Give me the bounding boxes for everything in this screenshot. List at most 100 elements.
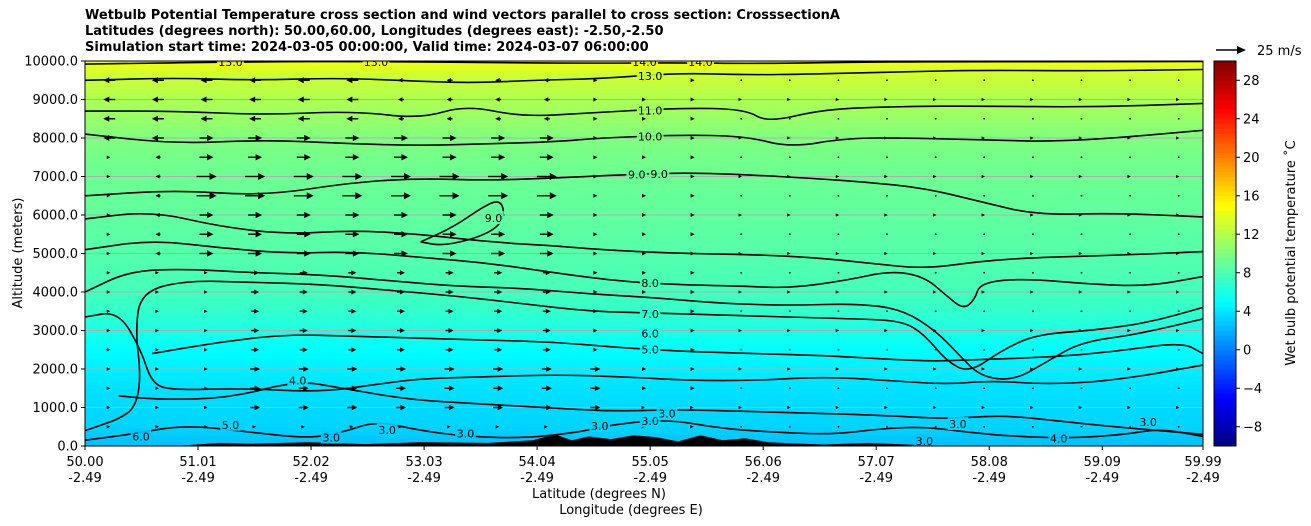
wind-vector [439, 192, 460, 200]
wind-vector [1176, 97, 1180, 102]
wind-vector [1031, 117, 1034, 120]
wind-vector-head [351, 404, 358, 411]
wind-vector-head [254, 308, 260, 314]
contour-label-bg [362, 61, 390, 69]
wind-vector [884, 97, 888, 102]
wind-vector-head [738, 405, 742, 410]
wind-vector [642, 97, 646, 102]
wind-vector [1031, 271, 1034, 274]
wind-vector-dot [886, 348, 888, 351]
wind-vector [886, 271, 888, 274]
temperature-band [85, 318, 1203, 324]
wind-vector-head [249, 96, 256, 103]
temperature-band [85, 388, 1203, 393]
wind-vector-head [933, 367, 937, 371]
temperature-band [85, 392, 1203, 397]
wind-vector [837, 425, 840, 428]
wind-vector [1177, 310, 1180, 313]
wind-vector-dot [740, 387, 743, 390]
colorbar-band [1214, 219, 1236, 226]
wind-vector [690, 347, 695, 352]
wind-vector [199, 211, 214, 219]
wind-vector-head [103, 115, 110, 122]
temperature-band [85, 203, 1203, 208]
temperature-band [85, 338, 1203, 343]
colorbar-band [1214, 277, 1236, 283]
wind-vector [983, 194, 986, 197]
wind-vector [347, 366, 358, 372]
temperature-band [85, 87, 1203, 93]
colorbar-band [1214, 80, 1236, 86]
wind-vector [155, 193, 161, 198]
wind-vector-head [545, 328, 551, 333]
wind-vector-head [690, 97, 695, 102]
wind-vector [1129, 387, 1131, 390]
colorbar-band [1214, 181, 1236, 187]
wind-vector-head [401, 250, 408, 257]
wind-vector [690, 174, 695, 179]
wind-vector [1127, 405, 1131, 410]
wind-vector-head [346, 115, 353, 122]
wind-vector [738, 328, 742, 333]
wind-vector-head [690, 116, 695, 121]
wind-vector [934, 348, 937, 351]
wind-vector [395, 385, 406, 391]
wind-vector-dot [934, 233, 937, 236]
wind-vector [1129, 233, 1131, 236]
wind-vector-head [351, 308, 357, 314]
wind-vector [590, 366, 601, 372]
colorbar-band [1214, 335, 1236, 341]
wind-vector [593, 97, 598, 102]
contour-label: 9.0 [628, 169, 646, 182]
colorbar-tick-label: 0 [1243, 343, 1251, 358]
wind-vector-head [399, 270, 405, 276]
x-tick-label-lat: 53.03 [405, 455, 442, 470]
wind-vector [1127, 251, 1131, 256]
wind-vector [787, 405, 791, 410]
wind-vector-dot [1080, 425, 1083, 428]
colorbar-band [1214, 85, 1236, 91]
contour-line [85, 212, 1203, 269]
wind-vector [787, 213, 791, 217]
wind-vector-dot [983, 79, 986, 82]
contour-label-bg [656, 406, 678, 420]
wind-vector-head [106, 213, 111, 217]
wind-vector [690, 309, 695, 314]
temperature-band [85, 272, 1203, 278]
wind-vector-head [155, 405, 159, 410]
wind-vector [787, 97, 791, 102]
temperature-band [85, 261, 1203, 266]
wind-vector-head [204, 367, 208, 371]
wind-vector-head [690, 309, 695, 314]
wind-vector [933, 136, 937, 140]
wind-vector-head [1176, 328, 1180, 333]
wind-vector [345, 134, 360, 142]
contour-label: 3.0 [591, 420, 609, 433]
wind-vector [155, 212, 161, 218]
colorbar-band [1214, 349, 1236, 356]
wind-vector-head [933, 136, 937, 140]
wind-vector [642, 367, 646, 371]
wind-vector-head [884, 367, 888, 371]
wind-vector-dot [886, 387, 888, 390]
wind-vector [787, 174, 791, 179]
wind-vector-head [497, 404, 504, 411]
colorbar-band [1214, 171, 1236, 177]
wind-vector-head [258, 173, 266, 180]
wind-vector [1030, 136, 1034, 140]
temperature-band [85, 195, 1203, 201]
colorbar-band [1214, 224, 1236, 230]
wind-vector [348, 289, 357, 295]
wind-vector-dot [1177, 156, 1180, 159]
wind-vector [593, 251, 598, 256]
wind-vector [1177, 79, 1180, 82]
wind-vector-head [1176, 405, 1180, 410]
contour-label: 3.0 [457, 428, 475, 441]
wind-vector [444, 385, 455, 391]
wind-vector-head [787, 97, 791, 102]
wind-vector [447, 425, 451, 429]
wind-vector [1078, 174, 1083, 179]
wind-vector-head [642, 270, 646, 275]
contour-label-bg [376, 422, 398, 436]
quiver-key [1216, 46, 1246, 54]
